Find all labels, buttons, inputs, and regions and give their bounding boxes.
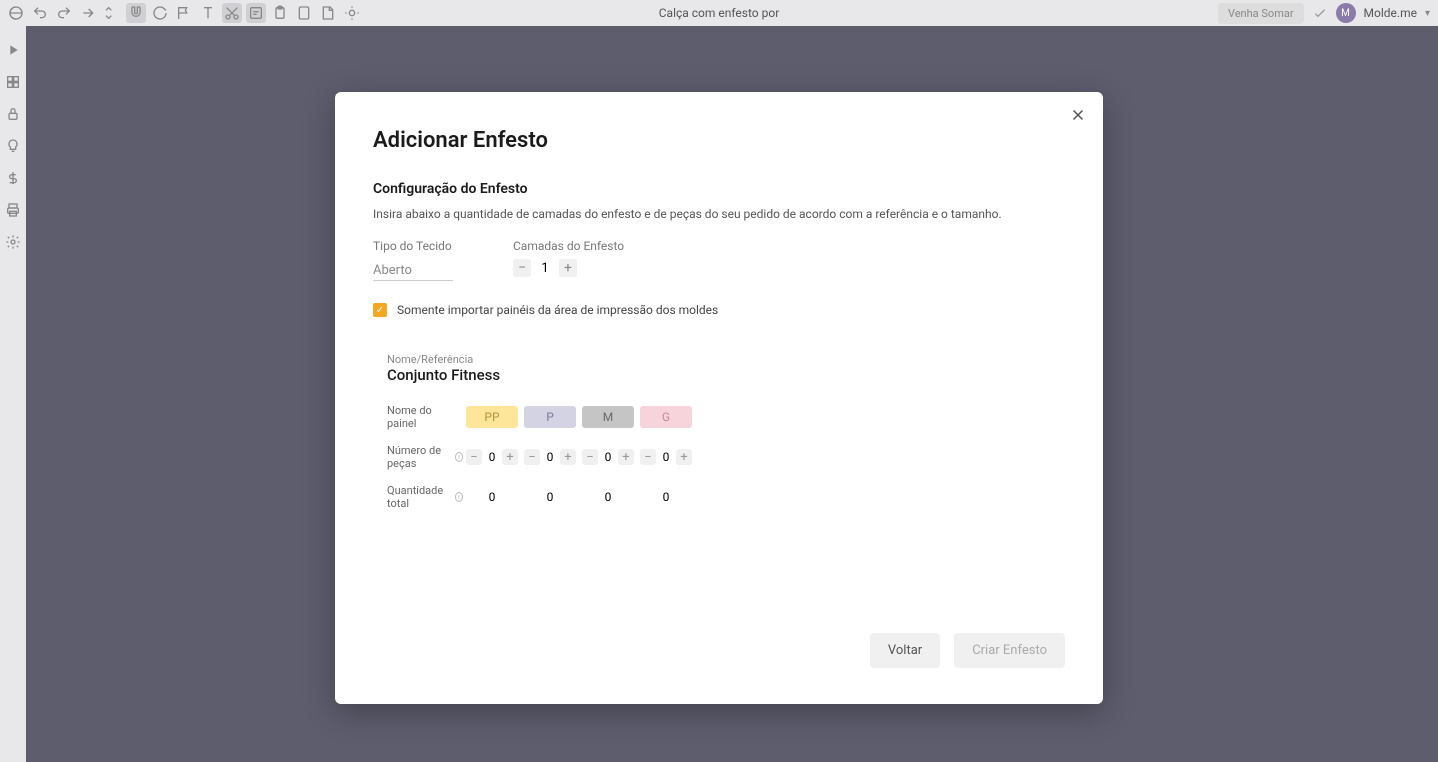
redo-icon[interactable] xyxy=(54,3,74,23)
size-chip: PP xyxy=(466,406,518,428)
refresh-icon[interactable] xyxy=(150,3,170,23)
checkbox-label: Somente importar painéis da área de impr… xyxy=(397,303,718,317)
row-label-nome: Nome do painel xyxy=(387,404,463,430)
flag-icon[interactable] xyxy=(174,3,194,23)
magnet-icon[interactable] xyxy=(126,3,146,23)
grid-icon[interactable] xyxy=(5,74,21,90)
cut-icon[interactable] xyxy=(222,3,242,23)
lock-icon[interactable] xyxy=(5,106,21,122)
user-name: Molde.me xyxy=(1364,6,1417,20)
config-desc: Insira abaixo a quantidade de camadas do… xyxy=(373,207,1065,221)
size-chip: P xyxy=(524,406,576,428)
clipboard-icon[interactable] xyxy=(270,3,290,23)
qty-plus[interactable]: + xyxy=(618,449,634,465)
modal-add-enfesto: Adicionar Enfesto Configuração do Enfest… xyxy=(335,92,1103,704)
chevron-down-icon[interactable]: ▾ xyxy=(1425,8,1430,19)
page-title: Calça com enfesto por xyxy=(659,6,780,20)
ref-value: Conjunto Fitness xyxy=(387,366,1065,384)
qty-plus[interactable]: + xyxy=(502,449,518,465)
qty-plus[interactable]: + xyxy=(676,449,692,465)
size-chip: M xyxy=(582,406,634,428)
qty-value: 0 xyxy=(540,450,560,464)
size-chip: G xyxy=(640,406,692,428)
size-grid: Nome do painel PPPMG Número de peçasi −0… xyxy=(373,404,1065,524)
sidebar xyxy=(0,26,26,762)
info-icon: i xyxy=(455,452,463,462)
expand-icon[interactable] xyxy=(102,3,122,23)
modal-title: Adicionar Enfesto xyxy=(373,128,1065,153)
close-icon[interactable] xyxy=(1069,106,1087,124)
qty-minus[interactable]: − xyxy=(640,449,656,465)
label-tipo-tecido: Tipo do Tecido xyxy=(373,239,453,253)
row-label-numero: Número de peças xyxy=(387,444,451,470)
camadas-value: 1 xyxy=(539,261,551,276)
camadas-plus[interactable]: + xyxy=(559,259,577,277)
qty-minus[interactable]: − xyxy=(524,449,540,465)
dollar-icon[interactable] xyxy=(5,170,21,186)
note-icon[interactable] xyxy=(246,3,266,23)
print-icon[interactable] xyxy=(5,202,21,218)
row-label-total: Quantidade total xyxy=(387,484,451,510)
forward-icon[interactable] xyxy=(78,3,98,23)
gear-icon[interactable] xyxy=(5,234,21,250)
logo-icon xyxy=(6,3,26,23)
input-tipo-tecido[interactable] xyxy=(373,261,453,281)
qty-plus[interactable]: + xyxy=(560,449,576,465)
play-icon[interactable] xyxy=(5,42,21,58)
cta-button[interactable]: Venha Somar xyxy=(1218,3,1304,24)
qty-minus[interactable]: − xyxy=(466,449,482,465)
checkbox-import[interactable]: ✓ xyxy=(373,303,387,317)
check-icon xyxy=(1312,5,1328,21)
sun-icon[interactable] xyxy=(342,3,362,23)
qty-value: 0 xyxy=(482,450,502,464)
criar-button[interactable]: Criar Enfesto xyxy=(954,633,1065,668)
qty-value: 0 xyxy=(656,450,676,464)
topbar: Calça com enfesto por Venha Somar M Mold… xyxy=(0,0,1438,26)
total-value: 0 xyxy=(463,490,521,504)
config-heading: Configuração do Enfesto xyxy=(373,181,1065,197)
undo-icon[interactable] xyxy=(30,3,50,23)
page-icon[interactable] xyxy=(294,3,314,23)
info-icon: i xyxy=(455,492,463,502)
avatar[interactable]: M xyxy=(1336,3,1356,23)
export-icon[interactable] xyxy=(318,3,338,23)
qty-minus[interactable]: − xyxy=(582,449,598,465)
label-camadas: Camadas do Enfesto xyxy=(513,239,624,253)
bulb-icon[interactable] xyxy=(5,138,21,154)
total-value: 0 xyxy=(579,490,637,504)
qty-value: 0 xyxy=(598,450,618,464)
total-value: 0 xyxy=(637,490,695,504)
voltar-button[interactable]: Voltar xyxy=(870,633,940,668)
camadas-minus[interactable]: − xyxy=(513,259,531,277)
ref-label: Nome/Referência xyxy=(387,353,1065,366)
text-icon[interactable] xyxy=(198,3,218,23)
total-value: 0 xyxy=(521,490,579,504)
